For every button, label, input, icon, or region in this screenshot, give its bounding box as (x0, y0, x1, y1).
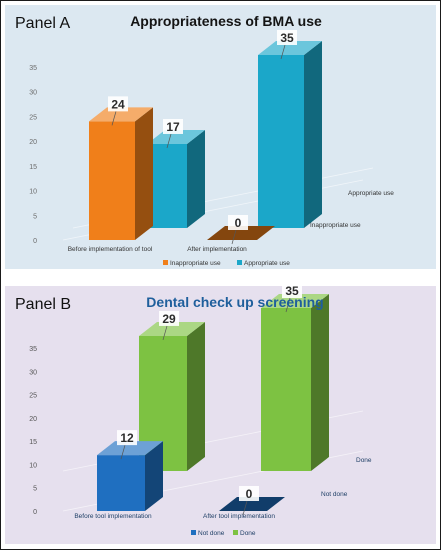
depth-axis-label: Not done (321, 491, 348, 498)
data-label: 35 (280, 31, 294, 45)
data-label-box (159, 310, 179, 326)
data-label-box (108, 96, 128, 112)
data-label: 24 (111, 97, 125, 111)
data-label: 17 (166, 120, 180, 134)
data-label-leader (242, 500, 248, 516)
y-tick-label: 35 (29, 346, 37, 353)
depth-axis-label: Inappropriate use (310, 222, 361, 229)
legend-swatch (233, 530, 238, 535)
panel-b: 0 5 10 15 20 25 30 35 29 35 12 0 Before tool impleme… (5, 286, 436, 544)
bar-inappropriate-use-0: 24 (89, 96, 153, 240)
panel-a-title: Appropriateness of BMA use (130, 13, 322, 29)
bar-top (261, 294, 329, 308)
bar-inappropriate-use-1: 0 (207, 215, 275, 245)
bar-front (261, 308, 311, 471)
bar-top (258, 41, 322, 55)
x-category-label: Before tool implementation (74, 513, 152, 520)
legend-label: Appropriate use (244, 260, 290, 267)
data-label-leader (120, 445, 126, 460)
x-category-label: After tool implementation (203, 513, 275, 520)
bar-front (89, 121, 135, 240)
legend-label: Not done (198, 530, 225, 537)
data-label: 29 (162, 312, 176, 326)
bar-done-1: 35 (261, 286, 329, 471)
data-label-leader (162, 325, 168, 341)
y-tick-label: 30 (29, 90, 37, 97)
y-tick-label: 5 (33, 213, 37, 220)
panel-a-label: Panel A (15, 15, 71, 32)
bar-front (97, 455, 145, 511)
depth-axis-label: Appropriate use (348, 190, 394, 197)
data-label-box (163, 118, 183, 134)
y-tick-label: 25 (29, 114, 37, 121)
data-label: 35 (285, 286, 299, 298)
panel-b-title: Dental check up screening (146, 294, 324, 310)
chart-a: 0 5 10 15 20 25 30 35 17 35 24 0 Before implementati… (29, 30, 394, 267)
data-label-leader (231, 229, 237, 245)
bar-top (89, 107, 153, 122)
bar-side (311, 294, 329, 471)
bar-top (147, 129, 205, 144)
x-category-label: After implementation (187, 246, 247, 253)
y-tick-label: 25 (29, 393, 37, 400)
bar-not-done-1: 0 (219, 486, 285, 516)
data-label-leader (166, 133, 172, 149)
data-label: 0 (235, 216, 242, 230)
y-tick-label: 15 (29, 164, 37, 171)
y-tick-label: 10 (29, 462, 37, 469)
y-tick-label: 10 (29, 189, 37, 196)
bar-not-done-0: 12 (97, 430, 163, 511)
bar-flat (207, 226, 275, 240)
bar-side (187, 321, 205, 471)
legend-label: Inappropriate use (170, 260, 221, 267)
data-label-box (277, 30, 297, 45)
data-label: 12 (120, 431, 134, 445)
depth-axis-label: Done (356, 457, 372, 464)
bar-front (147, 143, 187, 228)
y-tick-label: 15 (29, 439, 37, 446)
y-tick-label: 0 (33, 509, 37, 516)
panel-b-label: Panel B (15, 296, 72, 313)
legend-label: Done (240, 530, 256, 537)
legend-swatch (191, 530, 196, 535)
bar-flat (219, 497, 285, 511)
bar-side (187, 129, 205, 228)
legend-swatch (237, 260, 242, 265)
y-tick-label: 30 (29, 369, 37, 376)
y-tick-label: 20 (29, 139, 37, 146)
chart-b: 0 5 10 15 20 25 30 35 29 35 12 0 Before tool impleme… (29, 286, 372, 537)
data-label-box (228, 215, 248, 230)
bar-appropriate-use-1: 35 (258, 30, 322, 228)
bar-appropriate-use-0: 17 (147, 118, 205, 228)
data-label-leader (285, 297, 291, 313)
y-tick-label: 35 (29, 65, 37, 72)
x-category-label: Before implementation of tool (68, 246, 153, 253)
data-label-leader (280, 44, 286, 60)
bar-side (135, 107, 153, 240)
data-label: 0 (246, 487, 253, 501)
data-label-leader (111, 111, 117, 126)
bar-top (139, 321, 205, 336)
bar-top (97, 441, 163, 456)
bar-side (304, 41, 322, 228)
bar-side (145, 441, 163, 511)
y-tick-label: 0 (33, 238, 37, 245)
data-label-box (282, 286, 302, 298)
y-tick-label: 5 (33, 486, 37, 493)
legend-swatch (163, 260, 168, 265)
bar-front (258, 55, 304, 228)
data-label-box (239, 486, 259, 501)
panel-a: 0 5 10 15 20 25 30 35 17 35 24 0 Before implementati… (5, 5, 436, 269)
y-tick-label: 20 (29, 416, 37, 423)
data-label-box (117, 430, 137, 446)
